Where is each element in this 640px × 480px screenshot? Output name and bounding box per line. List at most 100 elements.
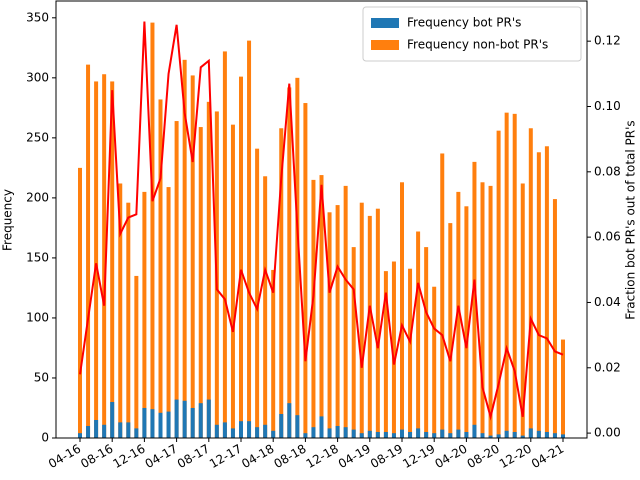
bar [335,205,340,438]
bar [408,431,413,438]
bar [448,223,453,438]
bar [552,199,557,438]
bar [536,430,541,438]
bar [214,424,219,438]
bar [400,182,404,438]
bar [94,419,99,438]
y2-tick-label: 0.08 [594,164,621,178]
bar [102,74,107,438]
bar [311,179,316,438]
bar [142,191,147,438]
y-tick-label: 0 [41,431,49,445]
bar [279,128,284,438]
bar [480,433,485,438]
bar [391,433,396,438]
bar [504,430,509,438]
x-tick-label: 08-16 [78,442,115,472]
bar [110,401,115,438]
bar [367,430,372,438]
bar [134,275,139,438]
bar [230,428,235,438]
y-tick-label: 100 [26,310,49,324]
bar [134,428,139,438]
bar [190,75,195,438]
plot-frame [55,0,588,439]
bar [78,167,82,438]
bar [86,425,91,438]
bar [303,433,308,438]
bar [496,130,501,438]
bar [247,40,252,438]
y2-tick-label: 0.06 [594,230,621,244]
x-tick-label: 08-18 [271,442,308,472]
x-tick-label: 12-19 [400,442,437,472]
bar [528,128,533,438]
y-tick-label: 150 [26,250,49,264]
bar [86,64,91,438]
bar [359,202,364,438]
bar [343,185,348,438]
bar [561,434,565,438]
bar [166,411,171,438]
bar [182,59,187,438]
bar [295,415,300,438]
bar [472,424,477,438]
x-tick-label: 04-18 [239,442,276,472]
y2-axis-label: Fraction bot PR's out of total PR's [624,120,638,319]
bar [544,146,549,438]
bar [166,187,171,438]
bar [327,212,332,438]
legend-label: Frequency non-bot PR's [407,38,548,52]
bar [126,422,131,438]
bar [520,183,525,438]
x-tick-label: 08-19 [368,442,405,472]
bar [158,99,163,438]
bar [271,430,276,438]
x-tick-label: 04-20 [432,442,469,472]
bar [359,433,364,438]
legend-label: Frequency bot PR's [407,16,521,30]
x-tick-label: 08-20 [465,442,502,472]
bar [222,51,227,439]
bar [206,399,211,438]
bar [424,431,429,438]
bar [504,112,509,439]
x-tick-label: 04-19 [336,442,373,472]
legend: Frequency bot PR's Frequency non-bot PR's [362,6,582,62]
bar [375,431,380,438]
bar [255,148,260,438]
bar [182,400,187,438]
y-tick-label: 350 [26,10,49,24]
bar [448,433,453,438]
bar [456,429,461,438]
bar [383,431,388,438]
y-tick-label: 50 [34,370,49,384]
y2-tick-label: 0.10 [594,99,621,113]
x-tick-label: 04-16 [46,442,83,472]
y2-tick-label: 0.00 [594,426,621,440]
bar [456,191,461,438]
bar [480,182,485,438]
bar [118,183,123,438]
x-tick-label: 04-21 [529,442,566,472]
bar [110,81,115,438]
y2-tick-label: 0.04 [594,295,621,309]
bar [158,412,163,438]
x-tick-label: 12-20 [497,442,534,472]
legend-swatch [371,40,399,50]
bar [255,427,260,438]
bar [222,422,227,438]
bar [561,339,565,438]
x-tick-label: 12-16 [110,442,147,472]
bar [512,113,517,438]
bar [150,409,155,438]
x-tick-label: 12-18 [304,442,341,472]
bar [400,429,404,438]
y-tick-label: 200 [26,190,49,204]
bar [150,22,155,438]
bar [544,431,549,438]
bar [391,261,396,438]
bar [206,101,211,438]
bar [239,421,243,438]
bar [464,206,469,438]
